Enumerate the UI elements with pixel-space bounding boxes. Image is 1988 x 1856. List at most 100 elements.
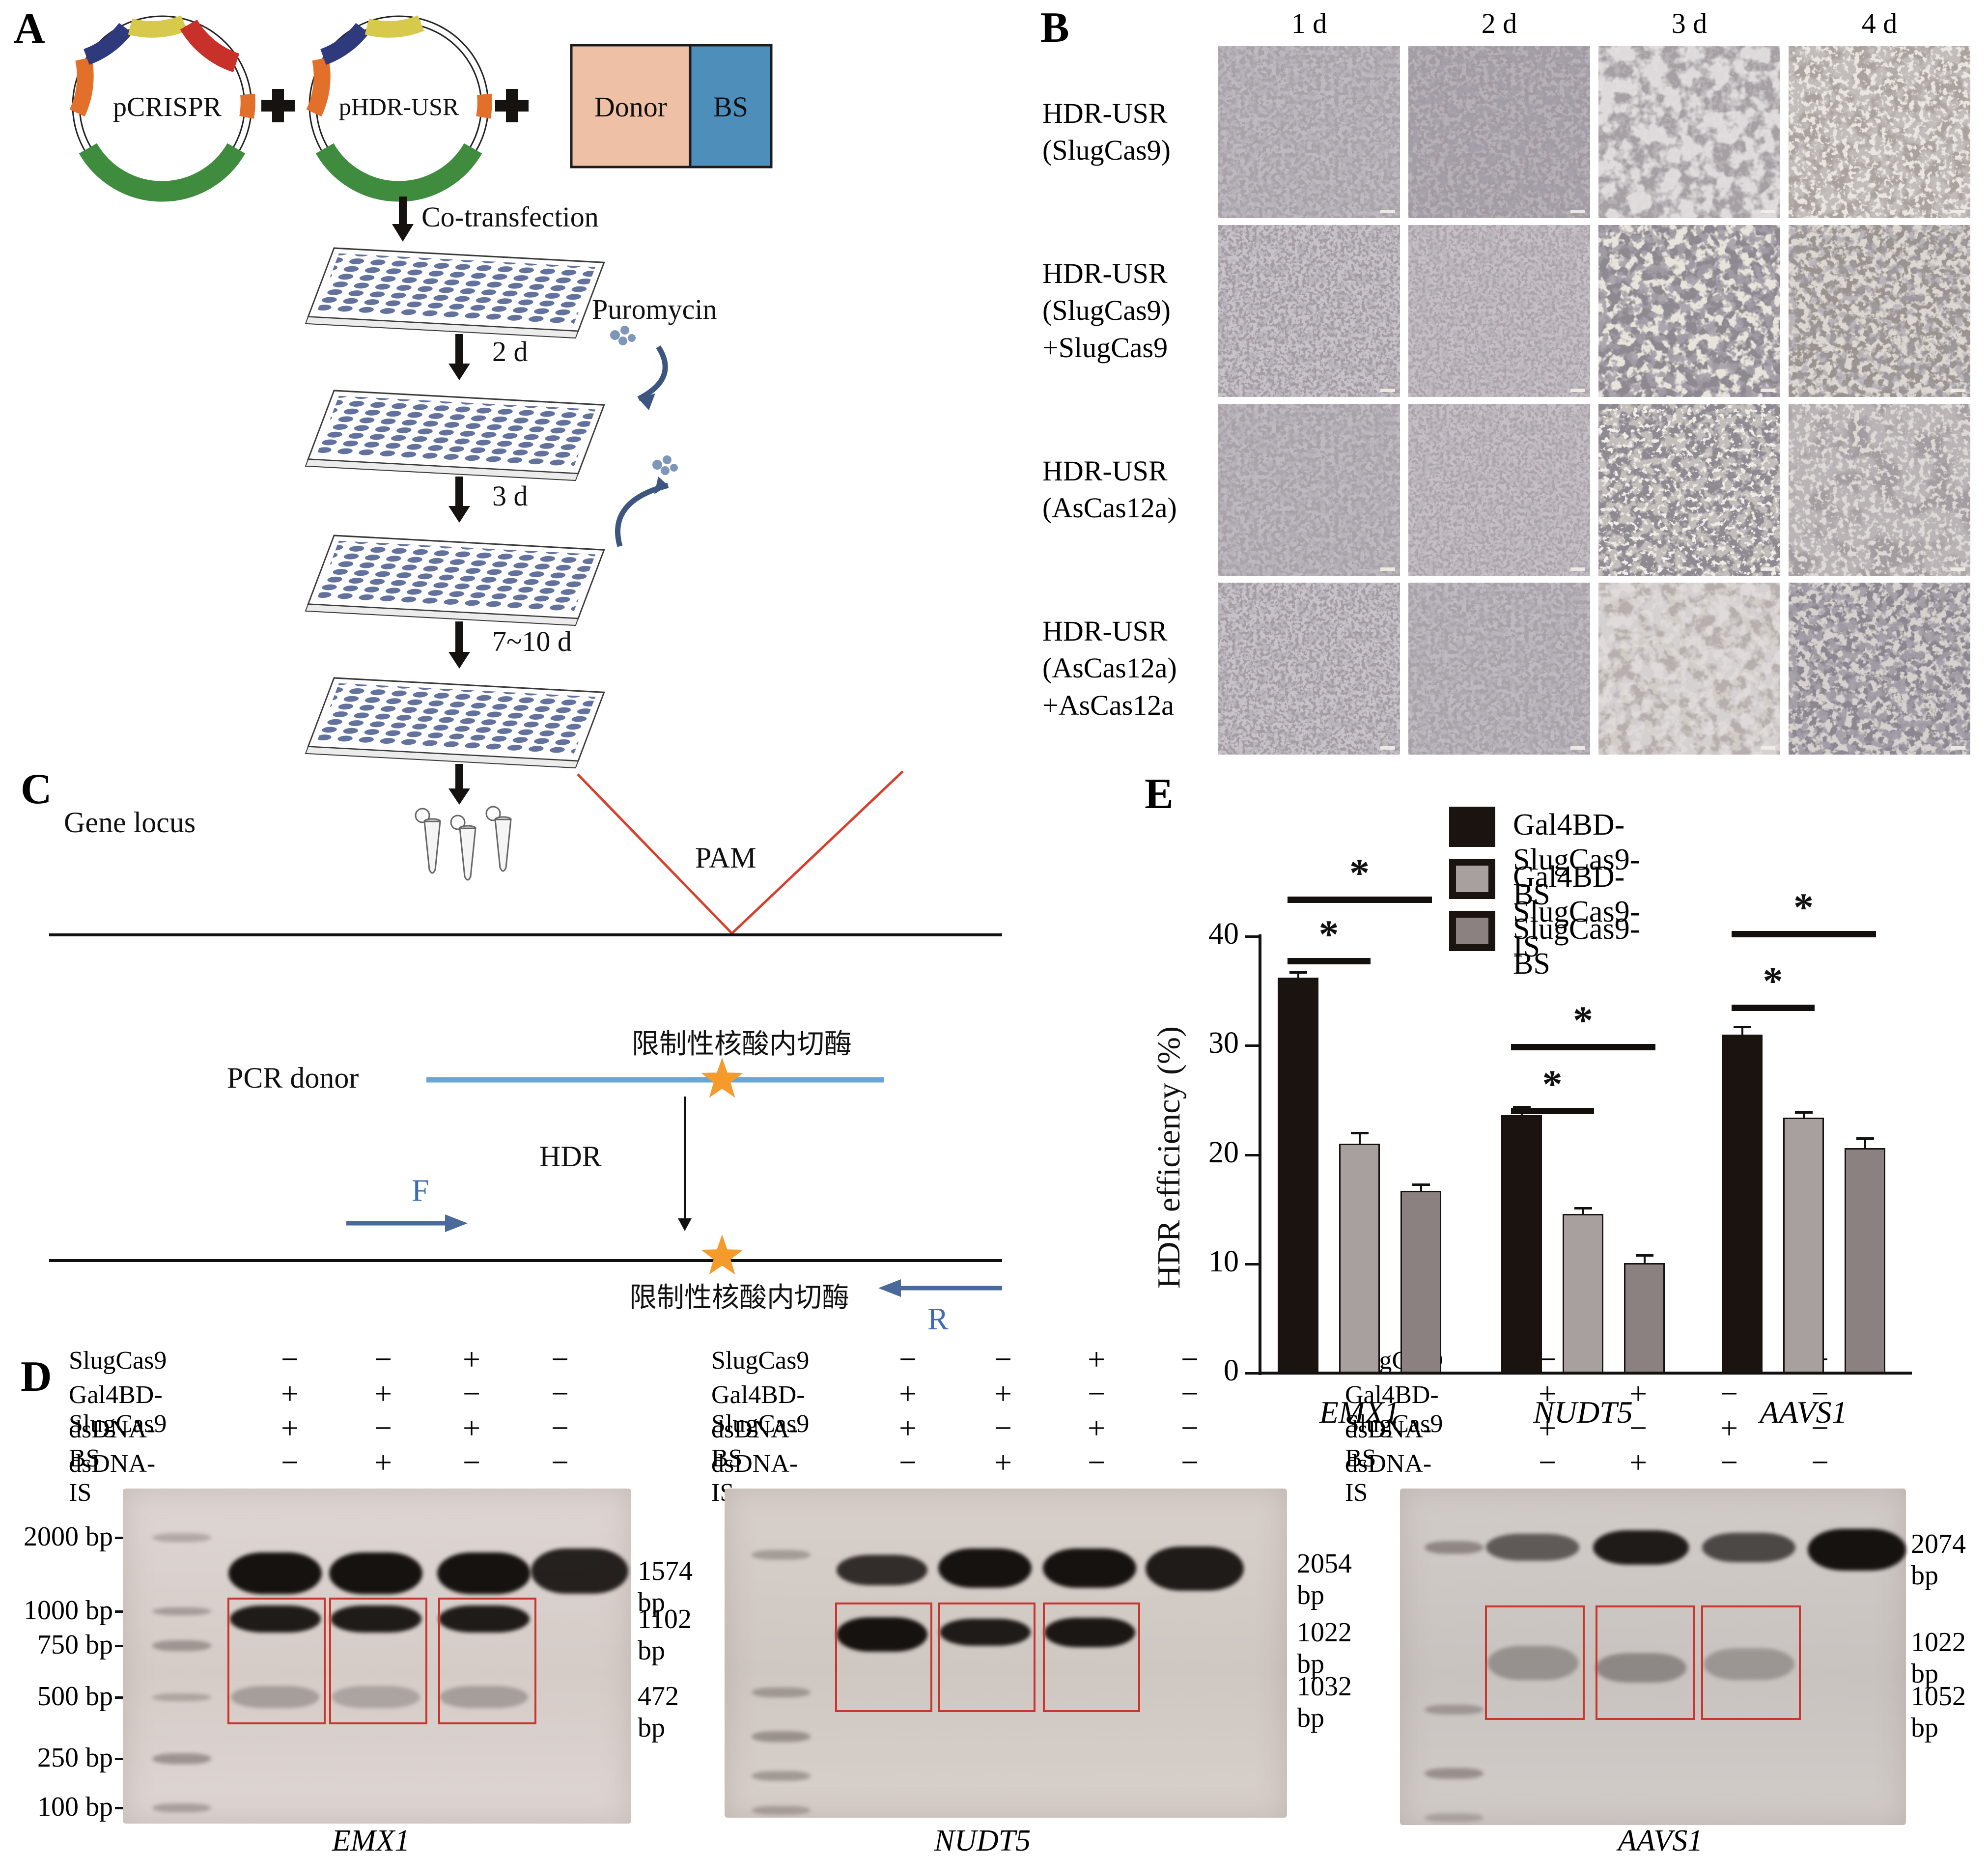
gel-band (938, 1548, 1032, 1588)
ladder-band (752, 1731, 811, 1742)
condition-label-dsDNA-IS: dsDNA-IS (711, 1450, 798, 1507)
scale-bar-icon (1761, 389, 1775, 392)
band-size-label: 472 bp (638, 1681, 679, 1743)
panel-e-letter: E (1145, 770, 1174, 818)
y-axis-line (1259, 934, 1261, 1375)
ladder-tick (115, 1807, 123, 1809)
significance-asterisk: * (1349, 850, 1370, 895)
y-tick (1245, 1372, 1259, 1375)
scale-bar-icon (1380, 210, 1395, 213)
gel-band (836, 1617, 927, 1652)
gel-band (329, 1552, 422, 1594)
condition-sign: − (1629, 1410, 1648, 1445)
condition-sign: − (462, 1376, 481, 1411)
col-header-3: 3 d (1671, 7, 1708, 39)
gel-band (1044, 1618, 1135, 1647)
scale-bar-icon (1380, 567, 1395, 571)
cotransfection-label: Co-transfection (421, 201, 599, 233)
y-tick-label: 40 (1208, 917, 1239, 951)
condition-sign: + (994, 1376, 1012, 1411)
gel-band (440, 1686, 528, 1708)
y-tick-label: 0 (1224, 1354, 1239, 1387)
bar-EMX1-SlugCas9-BS (1400, 1190, 1441, 1373)
micrograph-tile-r4c4 (1789, 583, 1970, 755)
plasmid2-label: pHDR-USR (338, 93, 459, 120)
plasmid1-label: pCRISPR (113, 92, 222, 122)
ladder-band (152, 1753, 211, 1764)
ladder-tick (115, 1645, 123, 1647)
significance-bar (1287, 958, 1371, 964)
highlight-box (227, 1598, 326, 1724)
gel-image-NUDT5 (725, 1489, 1287, 1818)
significance-asterisk: * (1573, 998, 1593, 1042)
gel-band (231, 1686, 319, 1708)
scale-bar-icon (1570, 389, 1585, 392)
micrograph-tile-r4c2 (1408, 583, 1590, 755)
ladder-band (152, 1533, 211, 1542)
ladder-size-label: 750 bp (37, 1630, 113, 1660)
panel-a-letter: A (14, 5, 45, 53)
plus-icon (495, 89, 529, 122)
significance-asterisk: * (1318, 912, 1339, 956)
down-arrow-icon (392, 197, 470, 805)
gene-locus-label: Gene locus (64, 806, 196, 839)
band-size-label: 1022 bp (1911, 1627, 1966, 1689)
error-bar-whisker (1420, 1184, 1422, 1191)
condition-label-dsDNA-IS: dsDNA-IS (69, 1450, 156, 1507)
y-tick (1245, 1044, 1259, 1047)
panel-c-letter: C (21, 765, 52, 813)
scale-bar-icon (1380, 389, 1395, 392)
highlight-box (1701, 1605, 1801, 1720)
row-label-2: HDR-USR (SlugCas9) +SlugCas9 (1042, 257, 1171, 364)
micrograph-tile-r2c1 (1218, 225, 1400, 397)
hdr-label: HDR (539, 1140, 602, 1173)
error-bar-cap (1733, 1026, 1751, 1029)
step-3d-label: 3 d (492, 480, 528, 512)
col-header-1: 1 d (1291, 7, 1327, 39)
condition-sign: − (898, 1342, 917, 1377)
condition-sign: − (551, 1376, 569, 1411)
gel-band (229, 1605, 321, 1632)
step-7-10d-label: 7~10 d (492, 625, 572, 657)
condition-sign: − (551, 1410, 569, 1445)
significance-bar (1287, 897, 1432, 903)
micrograph-tile-r1c3 (1598, 46, 1780, 218)
highlight-box (938, 1603, 1036, 1712)
gel-band (438, 1605, 530, 1632)
ladder-band (752, 1687, 811, 1697)
enzyme-bottom-label: 限制性核酸内切酶 (629, 1283, 849, 1313)
ladder-band (752, 1806, 811, 1815)
r-primer-arrow-icon (878, 1279, 1002, 1297)
significance-bar (1731, 1005, 1815, 1011)
condition-sign: − (1087, 1376, 1106, 1411)
error-bar-cap (1350, 1132, 1369, 1135)
micrograph-tile-r2c4 (1789, 225, 1970, 397)
condition-sign: + (462, 1342, 481, 1377)
error-bar-whisker (1741, 1027, 1743, 1035)
restriction-site-star-icon (701, 1057, 743, 1098)
significance-asterisk: * (1793, 885, 1814, 929)
condition-sign: + (1629, 1376, 1648, 1411)
bs-label: BS (713, 91, 748, 123)
scale-bar-icon (1761, 746, 1775, 750)
enzyme-top-label: 限制性核酸内切酶 (632, 1029, 852, 1060)
tube-icon (415, 806, 512, 881)
bar-NUDT5-Gal4BD-SlugCas9-BS (1501, 1115, 1542, 1373)
ladder-band (752, 1771, 811, 1781)
micrograph-tile-r1c4 (1789, 46, 1970, 218)
error-bar-whisker (1358, 1133, 1361, 1144)
gel-band (1703, 1648, 1794, 1680)
highlight-box (1043, 1603, 1140, 1712)
gel-band (939, 1619, 1031, 1646)
scale-bar-icon (1761, 210, 1775, 213)
curved-arrow-icon (615, 345, 669, 547)
gel-band (1595, 1653, 1686, 1683)
gel-band (836, 1555, 927, 1585)
col-header-2: 2 d (1481, 7, 1517, 39)
error-bar-cap (1512, 1105, 1531, 1108)
condition-sign: − (1180, 1342, 1199, 1377)
bar-AAVS1-SlugCas9-BS (1845, 1148, 1885, 1373)
error-bar-whisker (1643, 1255, 1646, 1263)
ladder-band (752, 1550, 811, 1560)
scale-bar-icon (1380, 746, 1395, 750)
